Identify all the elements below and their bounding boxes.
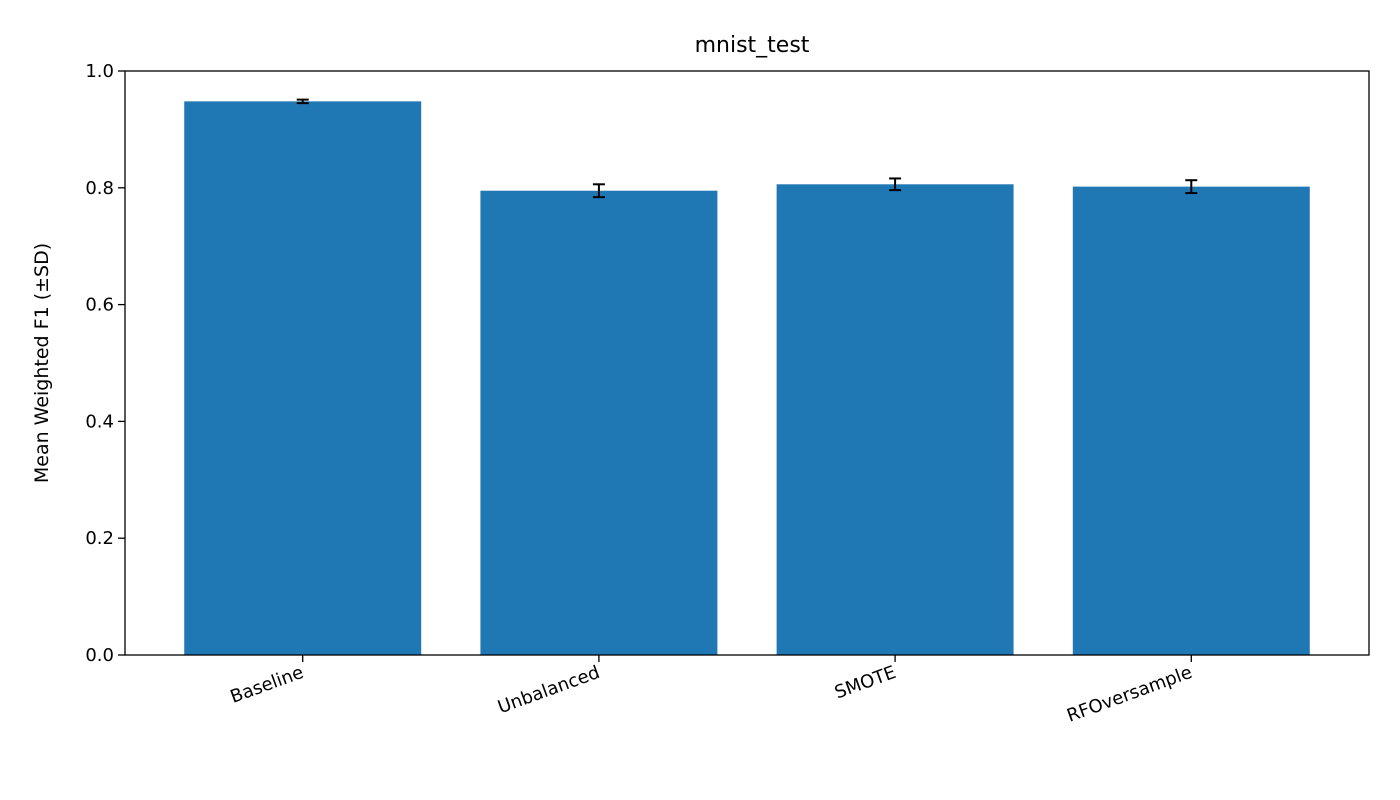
x-axis: Baseline Unbalanced SMOTE RFOversample: [228, 655, 1195, 727]
y-axis-label: Mean Weighted F1 (±SD): [31, 243, 53, 483]
bar-unbalanced: [480, 190, 718, 655]
x-tick-label-smote: SMOTE: [832, 662, 899, 703]
y-tick-label: 0.4: [85, 411, 114, 432]
bar-baseline: [184, 101, 422, 656]
bar-smote: [776, 184, 1014, 655]
x-tick-label-unbalanced: Unbalanced: [495, 662, 603, 718]
chart-title: mnist_test: [695, 33, 810, 58]
y-tick-label: 0.2: [85, 528, 114, 549]
y-tick-label: 1.0: [85, 61, 114, 82]
bar-rfoversample: [1072, 186, 1310, 655]
plot-frame: [124, 70, 1370, 656]
y-tick-label: 0.6: [85, 295, 114, 316]
y-tick-label: 0.8: [85, 178, 114, 199]
x-tick-label-baseline: Baseline: [228, 662, 307, 708]
y-tick-label: 0.0: [85, 645, 114, 666]
error-bars-group: [296, 98, 1198, 199]
y-axis: 0.0 0.2 0.4 0.6 0.8 1.0: [85, 61, 125, 666]
bars-group: [184, 101, 1310, 656]
x-tick-label-rfoversample: RFOversample: [1064, 662, 1195, 727]
